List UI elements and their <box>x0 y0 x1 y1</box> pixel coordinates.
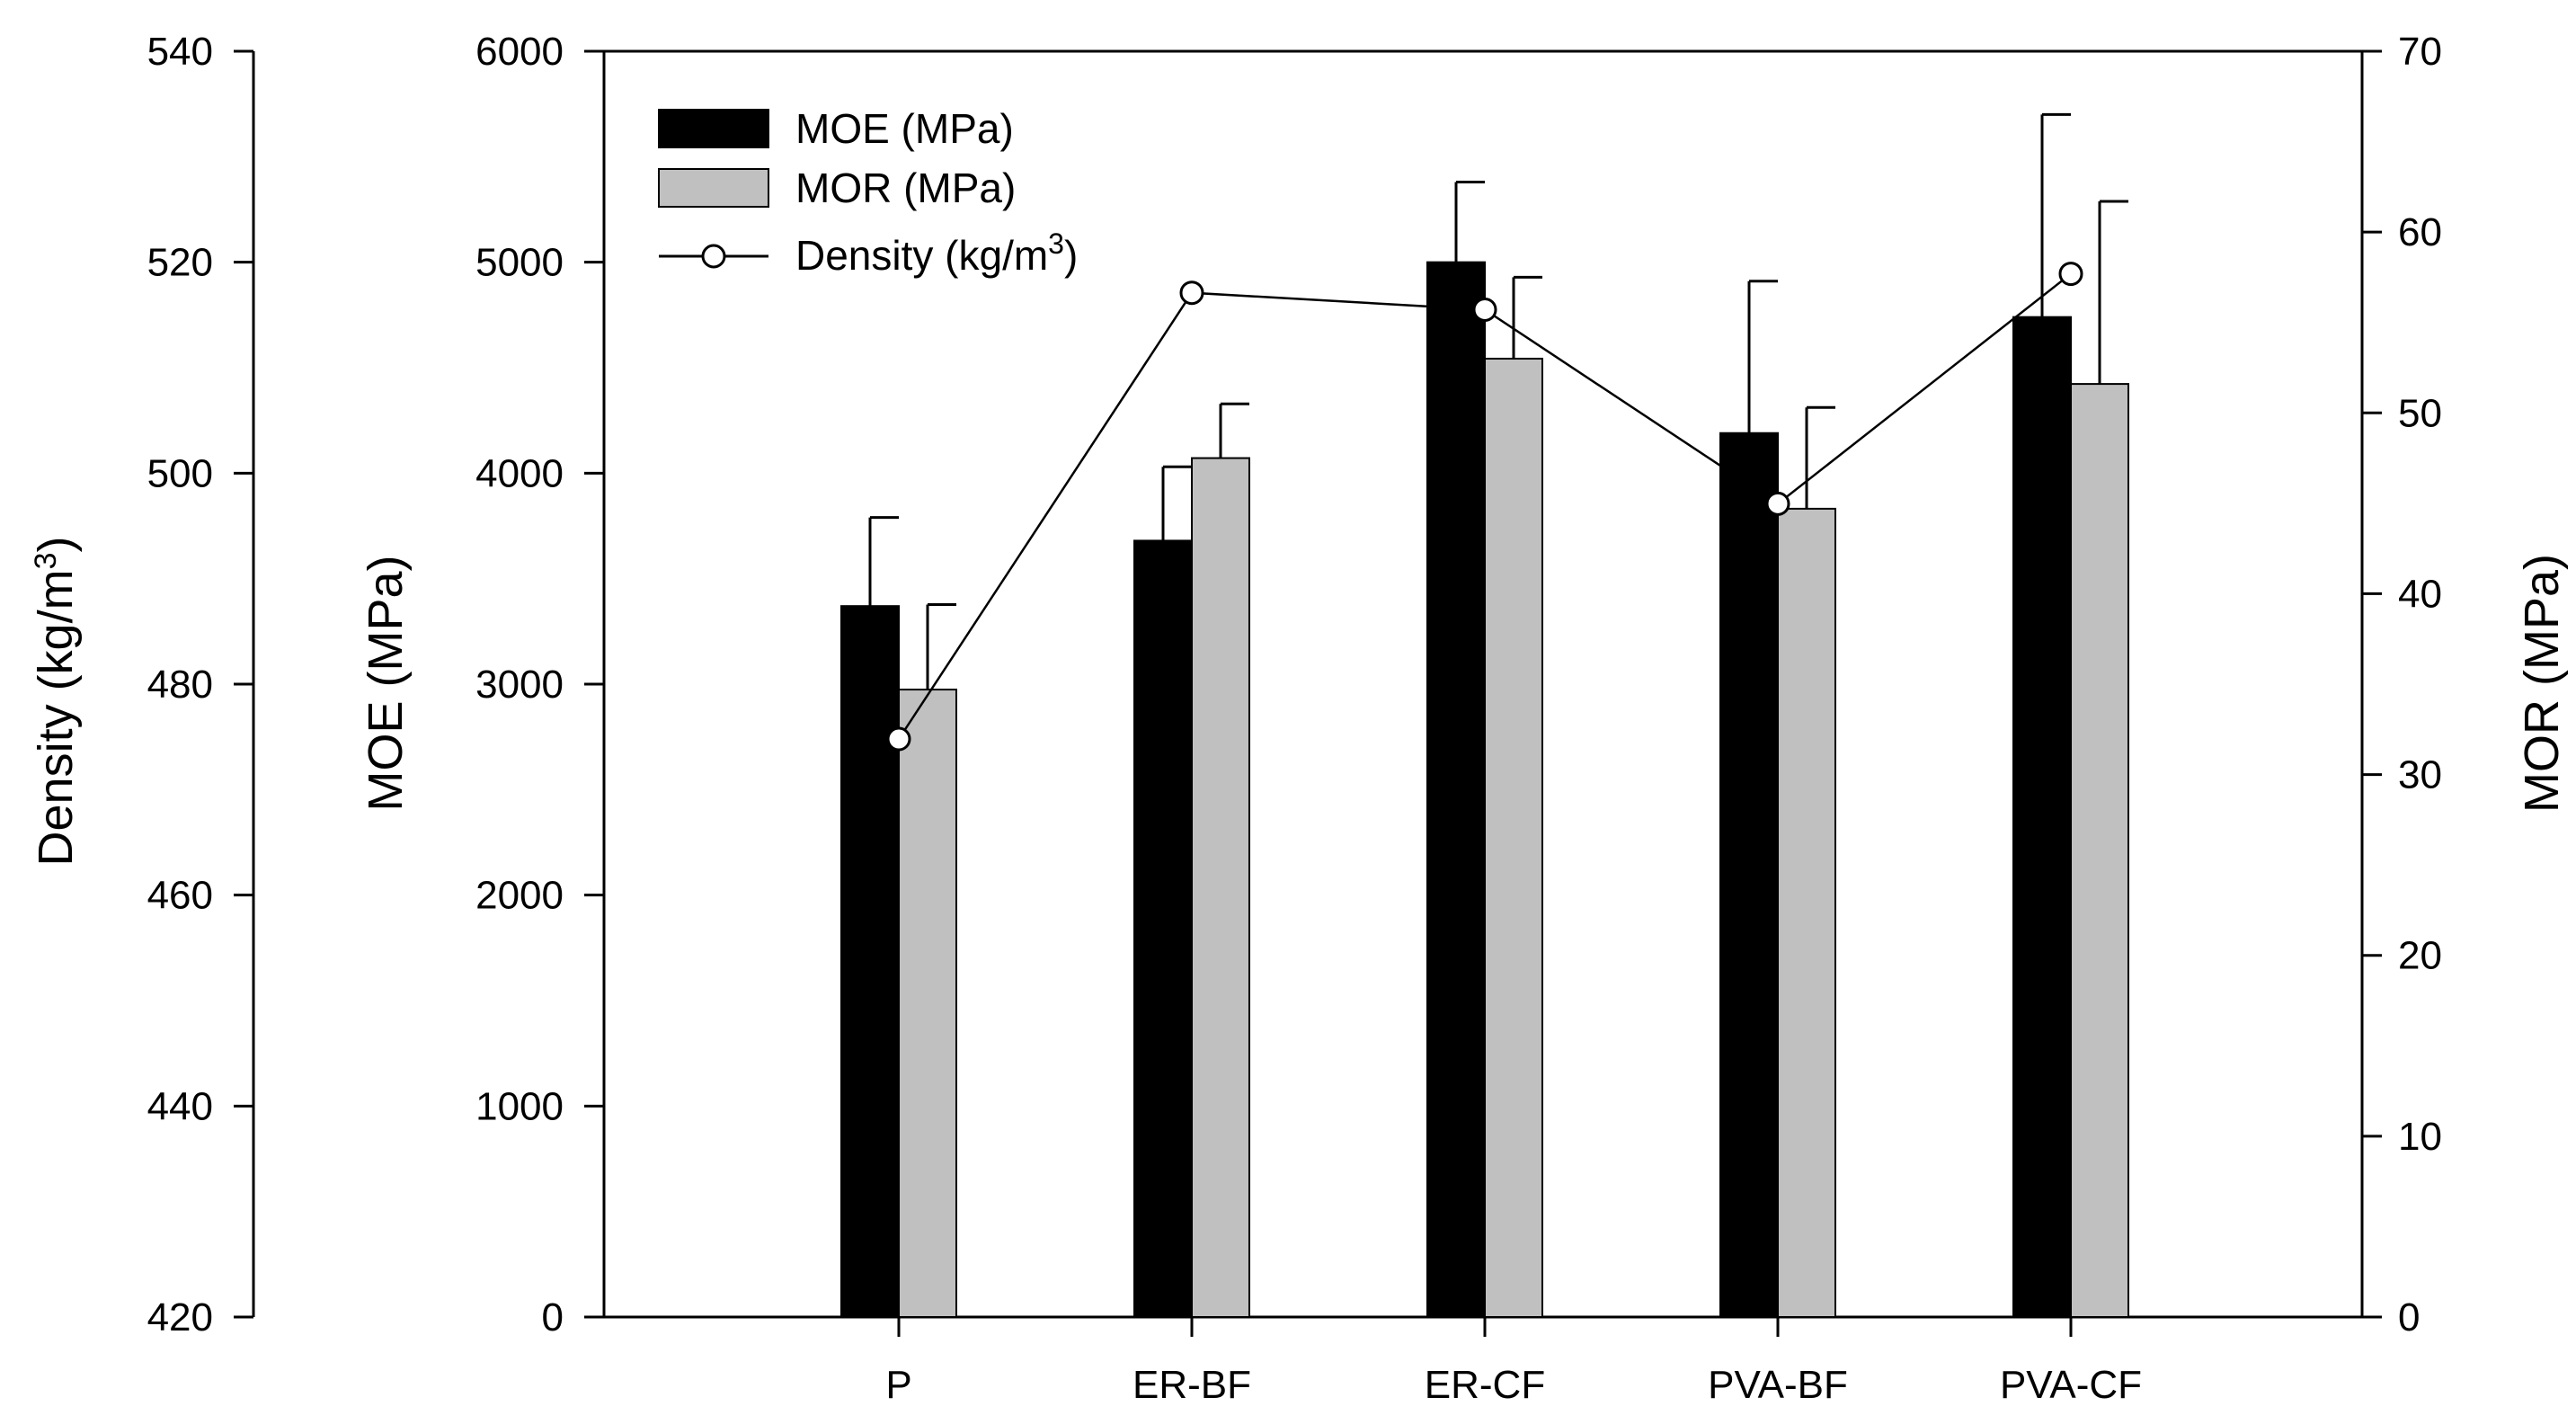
moe-bar <box>840 605 900 1318</box>
moe-tick-label: 4000 <box>475 451 564 495</box>
moe-tick-label: 1000 <box>475 1084 564 1128</box>
mor-tick-label: 70 <box>2398 30 2442 74</box>
density-point <box>1472 297 1497 322</box>
mor-tick-label: 40 <box>2398 572 2442 616</box>
density-tick-label: 420 <box>147 1295 213 1339</box>
moe-tick-label: 6000 <box>475 30 564 74</box>
density-tick-label: 480 <box>147 663 213 707</box>
mor-tick-label: 30 <box>2398 753 2442 797</box>
moe-bar <box>1426 261 1486 1319</box>
legend-label-moe: MOE (MPa) <box>795 105 1014 152</box>
mor-tick-label: 20 <box>2398 934 2442 978</box>
category-tick-label: ER-CF <box>1425 1363 1545 1407</box>
legend-swatch-mor <box>658 168 769 208</box>
marks-layer <box>840 112 2129 1319</box>
mor-bar <box>898 689 957 1318</box>
axes-layer: 4204404604805005205400100020003000400050… <box>147 30 2442 1407</box>
density-point <box>886 726 911 752</box>
mor-bar <box>1191 457 1250 1319</box>
density-tick-label: 540 <box>147 30 213 74</box>
density-tick-label: 520 <box>147 241 213 285</box>
density-point <box>1765 491 1790 516</box>
moe-bar <box>1133 539 1193 1318</box>
density-point <box>1179 280 1204 306</box>
category-tick-label: ER-BF <box>1133 1363 1251 1407</box>
legend: MOE (MPa) MOR (MPa) Density (kg/m3) <box>658 105 1078 279</box>
mor-bar <box>1484 357 1543 1318</box>
density-tick-label: 500 <box>147 451 213 495</box>
moe-tick-label: 2000 <box>475 874 564 918</box>
mor-tick-label: 60 <box>2398 210 2442 254</box>
density-tick-label: 460 <box>147 874 213 918</box>
legend-label-density: Density (kg/m3) <box>795 227 1078 279</box>
moe-bar <box>2012 316 2072 1318</box>
mor-axis-title: MOR (MPa) <box>2515 554 2569 813</box>
moe-tick-label: 3000 <box>475 663 564 707</box>
moe-tick-label: 0 <box>542 1295 564 1339</box>
moe-axis-title: MOE (MPa) <box>359 555 413 811</box>
category-tick-label: PVA-BF <box>1708 1363 1848 1407</box>
legend-marker-density <box>701 244 726 269</box>
category-tick-label: PVA-CF <box>2000 1363 2142 1407</box>
density-point <box>2058 262 2083 287</box>
mor-tick-label: 0 <box>2398 1295 2420 1339</box>
density-axis-title: Density (kg/m3) <box>29 537 83 867</box>
legend-label-mor: MOR (MPa) <box>795 165 1016 211</box>
density-tick-label: 440 <box>147 1084 213 1128</box>
mor-tick-label: 10 <box>2398 1115 2442 1159</box>
legend-swatch-moe <box>658 109 769 148</box>
moe-bar <box>1719 432 1779 1319</box>
moe-tick-label: 5000 <box>475 241 564 285</box>
mor-tick-label: 50 <box>2398 391 2442 435</box>
mor-bar <box>1777 507 1836 1318</box>
category-tick-label: P <box>885 1363 911 1407</box>
mor-bar <box>2070 383 2129 1318</box>
